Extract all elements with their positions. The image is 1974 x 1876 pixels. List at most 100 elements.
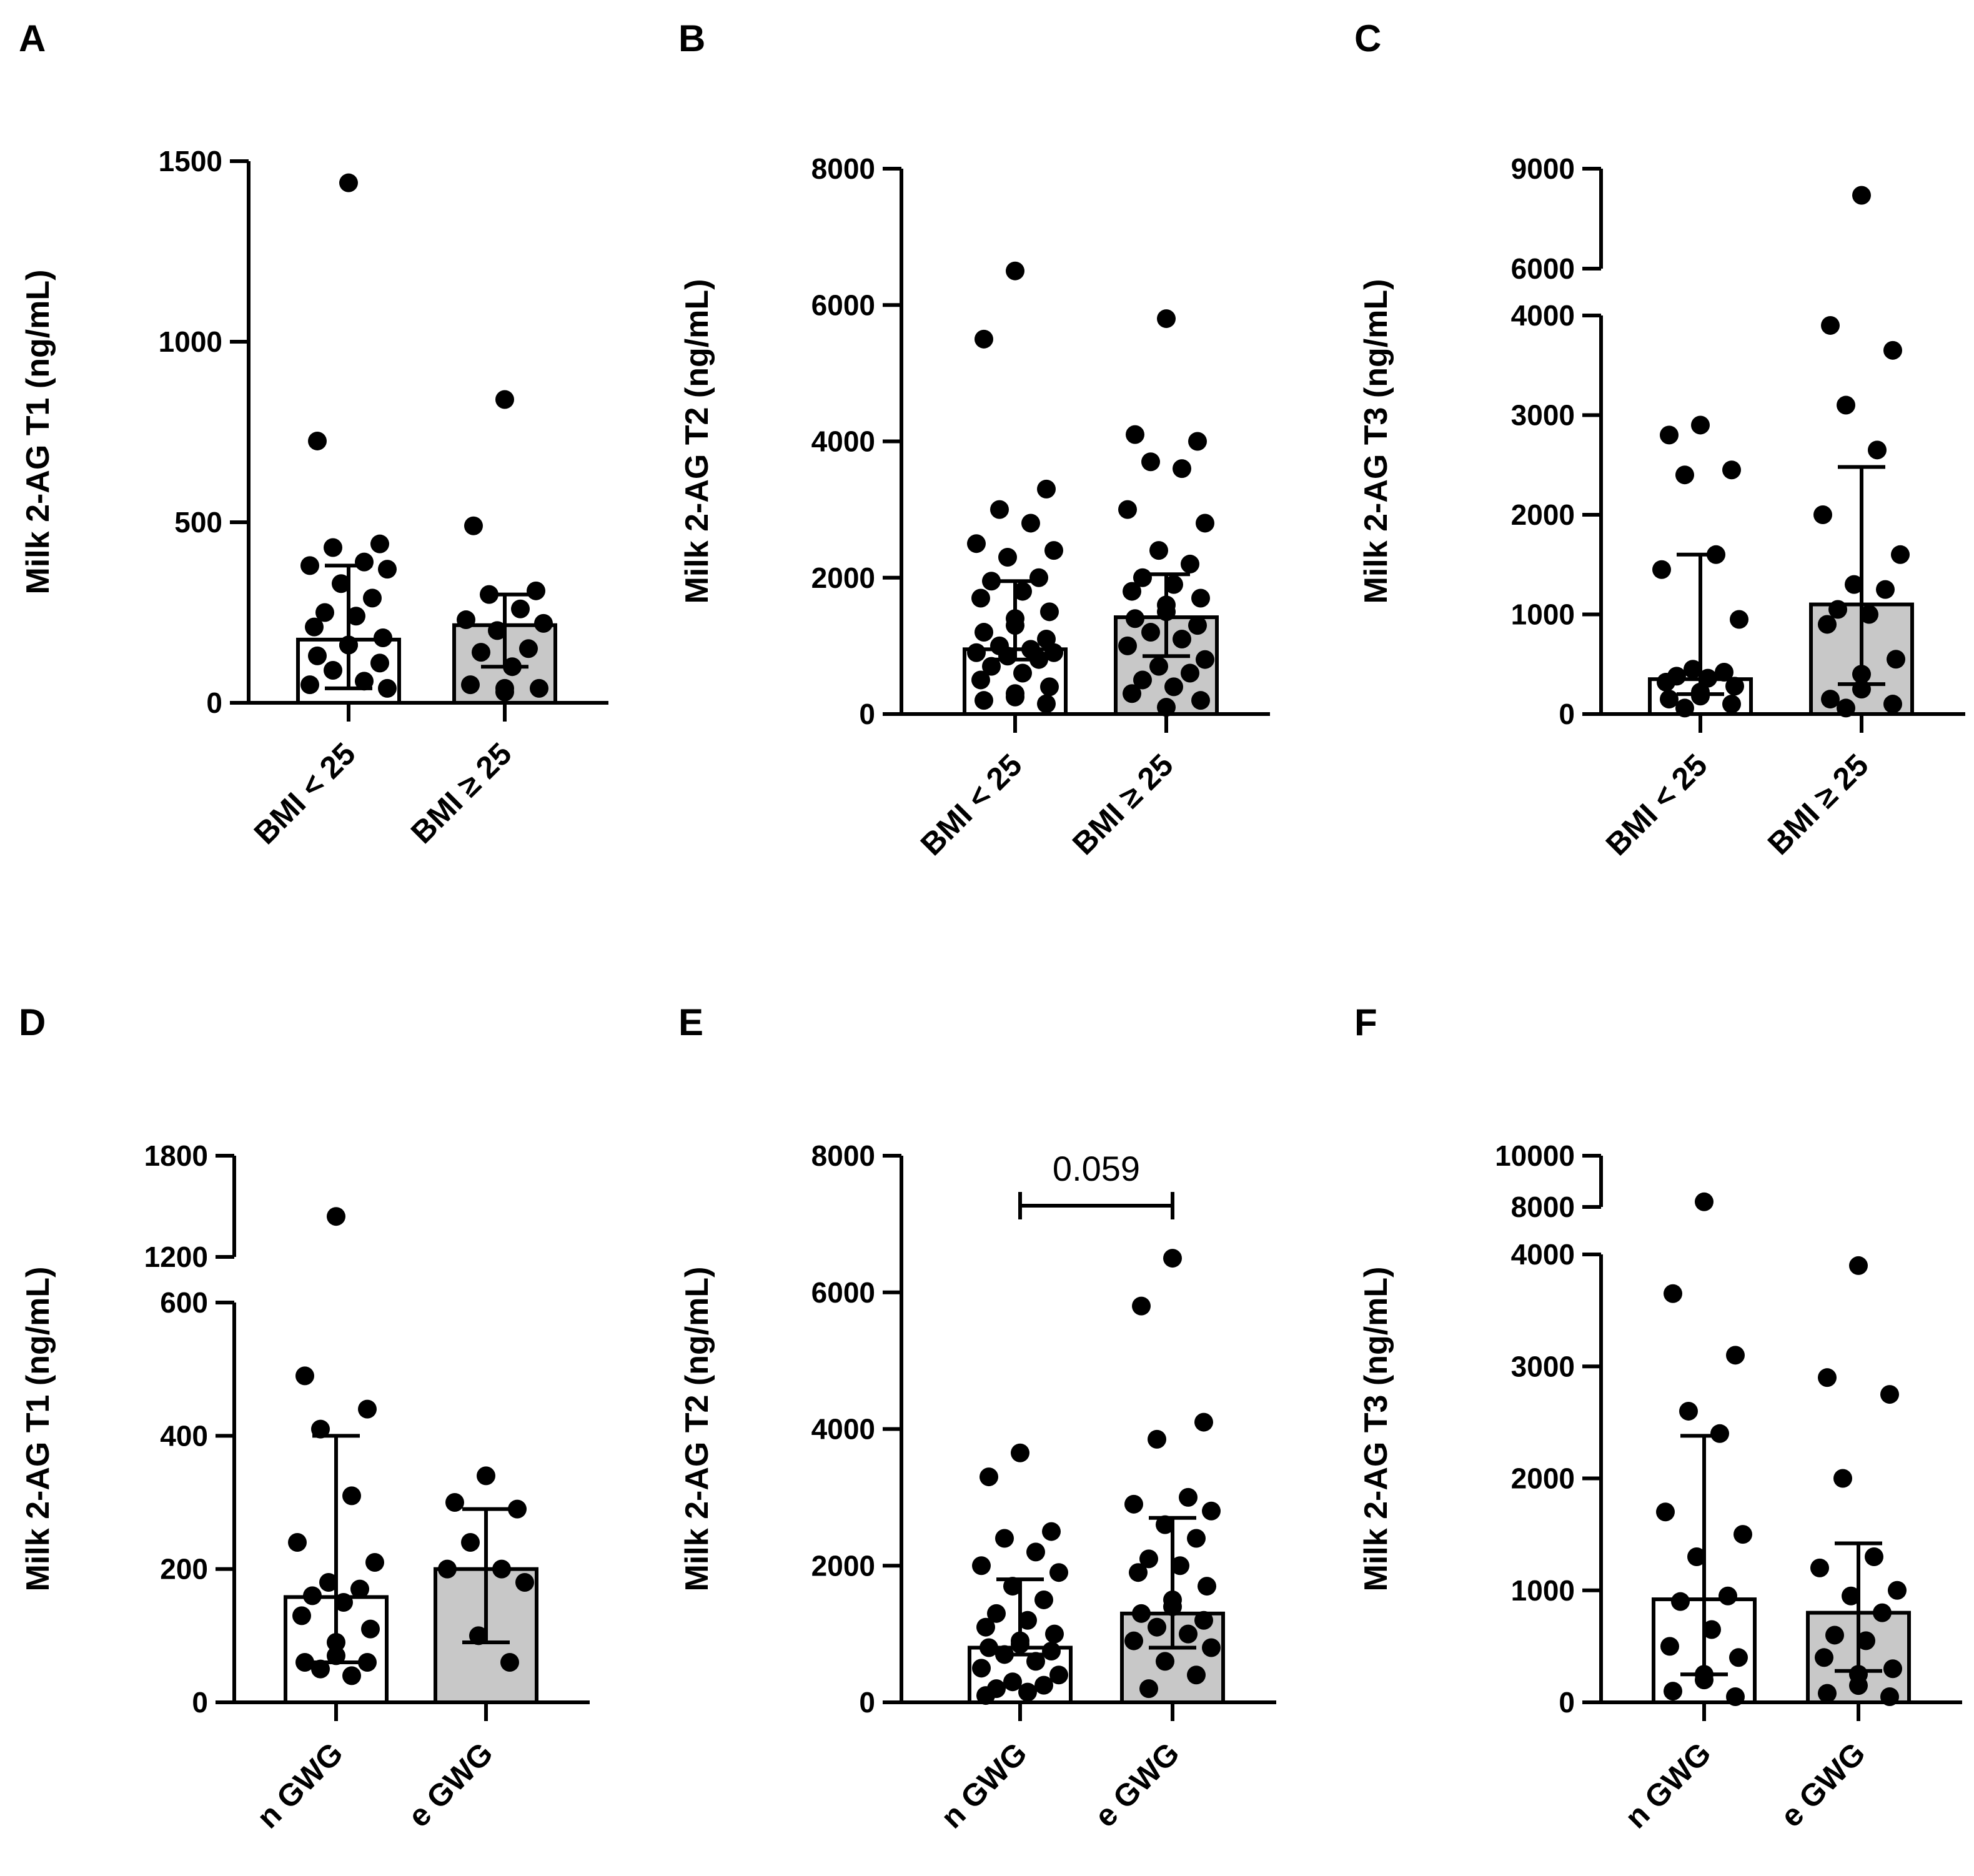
data-point bbox=[324, 660, 342, 680]
y-tick-label: 4000 bbox=[1511, 1238, 1575, 1271]
panel-letter: E bbox=[678, 1001, 703, 1043]
data-point bbox=[1821, 690, 1840, 709]
data-point bbox=[1687, 1547, 1706, 1566]
data-point bbox=[975, 623, 993, 642]
data-point bbox=[1006, 261, 1024, 280]
x-category-label: BMI < 25 bbox=[914, 747, 1029, 862]
data-point bbox=[998, 548, 1017, 567]
data-point bbox=[295, 1653, 314, 1672]
data-point bbox=[1011, 1635, 1029, 1654]
data-point bbox=[1726, 1687, 1745, 1707]
data-point bbox=[1018, 1682, 1037, 1702]
data-point bbox=[1003, 1672, 1022, 1692]
data-point bbox=[1042, 1641, 1061, 1660]
data-point bbox=[324, 538, 342, 557]
data-point bbox=[350, 1579, 369, 1599]
x-category-label: BMI ≥ 25 bbox=[1066, 747, 1180, 861]
y-axis-label: Milk 2-AG T1 (ng/mL) bbox=[20, 270, 56, 595]
panel-letter: F bbox=[1354, 1001, 1377, 1043]
data-point bbox=[1034, 1675, 1053, 1695]
data-point bbox=[1173, 459, 1191, 479]
data-point bbox=[971, 670, 990, 690]
panel-d: D 0 200 400 600 1200 1800 Milk 2-AG T1 (ng/mL) n… bbox=[19, 1001, 590, 1835]
data-point bbox=[1202, 1638, 1221, 1657]
data-point bbox=[1695, 1670, 1714, 1690]
data-point bbox=[1664, 1284, 1682, 1303]
data-point bbox=[982, 657, 1001, 676]
data-point bbox=[1675, 465, 1694, 485]
data-point bbox=[488, 621, 507, 640]
data-point bbox=[1029, 568, 1048, 587]
data-point bbox=[1842, 1586, 1860, 1606]
data-point bbox=[980, 1638, 998, 1657]
y-tick-label: 1000 bbox=[1511, 598, 1575, 631]
data-point bbox=[995, 1529, 1014, 1548]
data-point bbox=[1149, 657, 1168, 676]
data-point bbox=[1196, 514, 1214, 533]
data-point bbox=[1141, 623, 1160, 642]
data-point bbox=[1865, 1547, 1883, 1566]
data-point bbox=[1194, 1412, 1213, 1432]
y-tick-label: 2000 bbox=[1511, 499, 1575, 531]
y-tick-label: 200 bbox=[160, 1553, 208, 1586]
data-point bbox=[1126, 425, 1144, 444]
data-point bbox=[1849, 1676, 1868, 1695]
data-point bbox=[1725, 677, 1744, 696]
data-point bbox=[1815, 1648, 1833, 1667]
data-point bbox=[1833, 1469, 1852, 1488]
data-point bbox=[1810, 1558, 1829, 1577]
data-point bbox=[1156, 1652, 1174, 1671]
data-point bbox=[355, 672, 374, 691]
data-point bbox=[1695, 1192, 1714, 1211]
data-point bbox=[1702, 1620, 1721, 1639]
data-point bbox=[1139, 1549, 1158, 1569]
data-point bbox=[1825, 1625, 1844, 1645]
data-point bbox=[1164, 677, 1183, 697]
data-point bbox=[472, 643, 490, 662]
y-tick-label: 1000 bbox=[1511, 1574, 1575, 1607]
data-point bbox=[515, 1573, 534, 1592]
y-tick-label: 0 bbox=[206, 687, 222, 719]
data-point bbox=[1873, 1603, 1892, 1622]
data-point bbox=[1123, 582, 1141, 601]
data-point bbox=[305, 617, 324, 637]
y-tick-label: 0 bbox=[192, 1686, 208, 1719]
data-point bbox=[1868, 440, 1887, 460]
y-tick-label: 2000 bbox=[1511, 1462, 1575, 1495]
data-point bbox=[1045, 1624, 1064, 1644]
data-point bbox=[374, 628, 392, 647]
y-axis-label: Milk 2-AG T3 (ng/mL) bbox=[1358, 279, 1394, 604]
data-point bbox=[1018, 1610, 1037, 1630]
data-point bbox=[355, 552, 374, 572]
y-axis-label: Milk 2-AG T3 (ng/mL) bbox=[1358, 1267, 1394, 1592]
x-category-label: BMI ≥ 25 bbox=[404, 736, 518, 850]
y-tick-label: 1500 bbox=[159, 145, 222, 177]
data-point bbox=[308, 646, 327, 665]
data-point bbox=[1173, 629, 1191, 648]
data-point bbox=[311, 1419, 330, 1439]
data-point bbox=[1719, 1586, 1737, 1606]
data-point bbox=[1818, 1684, 1837, 1703]
data-point bbox=[1191, 588, 1210, 608]
data-point bbox=[288, 1533, 307, 1552]
data-point bbox=[327, 1646, 345, 1665]
data-point bbox=[1188, 616, 1207, 635]
data-point bbox=[1037, 694, 1056, 713]
panel-letter: A bbox=[19, 17, 46, 59]
y-tick-label: 1200 bbox=[144, 1241, 208, 1273]
data-point bbox=[982, 572, 1001, 591]
data-point bbox=[1660, 1637, 1679, 1656]
y-tick-label: 8000 bbox=[811, 1139, 875, 1172]
data-point bbox=[1664, 1682, 1682, 1701]
data-point bbox=[1132, 1296, 1151, 1316]
data-point bbox=[1691, 687, 1710, 706]
data-point bbox=[1675, 698, 1694, 718]
data-point bbox=[438, 1559, 457, 1579]
panel-letter: D bbox=[19, 1001, 46, 1043]
data-point bbox=[976, 1617, 995, 1637]
data-point bbox=[1037, 479, 1056, 499]
data-point bbox=[1715, 663, 1733, 682]
data-point bbox=[1857, 1631, 1875, 1650]
data-point bbox=[1037, 629, 1056, 648]
data-point bbox=[303, 1586, 322, 1606]
